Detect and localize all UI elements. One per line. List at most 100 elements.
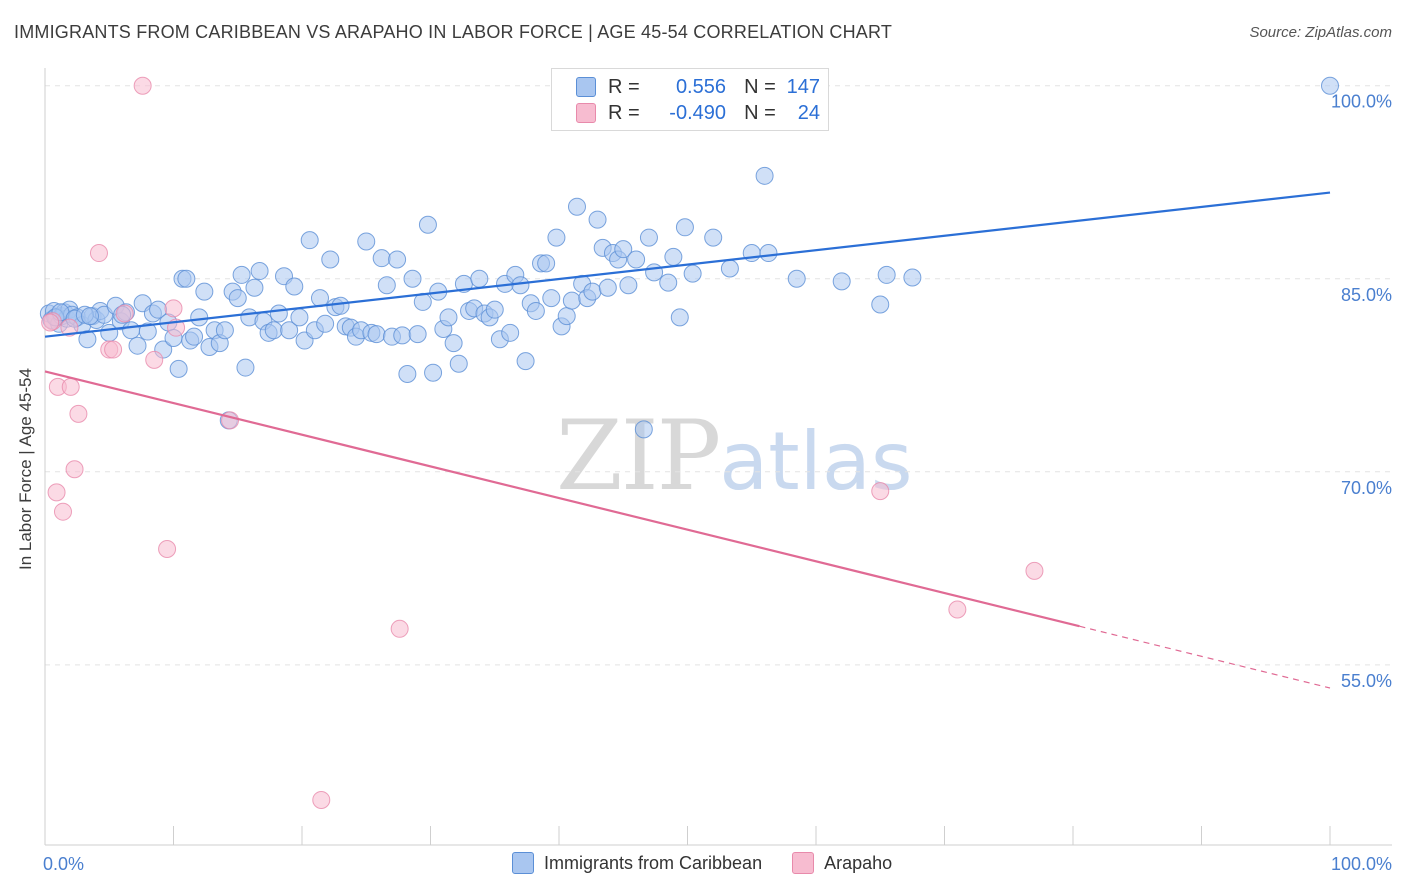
caribbean-point — [169, 359, 188, 378]
tick-labels: 55.0% 70.0% 85.0% 100.0% 0.0% 100.0% — [43, 92, 1392, 874]
caribbean-trend-line — [44, 191, 1331, 338]
y-tick-label: 100.0% — [1331, 92, 1392, 112]
caribbean-point — [645, 263, 664, 282]
caribbean-point — [634, 420, 653, 439]
legend-label: Immigrants from Caribbean — [544, 852, 763, 873]
caribbean-point — [588, 210, 607, 229]
y-axis-label: In Labor Force | Age 45-54 — [16, 368, 35, 570]
caribbean-point — [562, 291, 581, 310]
arapaho-point — [871, 482, 890, 501]
n-value: 147 — [786, 75, 820, 98]
caribbean-point — [236, 358, 255, 377]
n-label: N = — [744, 101, 776, 124]
arapaho-point — [158, 540, 177, 559]
caribbean-point — [444, 334, 463, 353]
arapaho-point — [164, 299, 183, 318]
caribbean-point — [393, 326, 412, 345]
caribbean-point — [245, 278, 264, 297]
caribbean-point — [232, 265, 251, 284]
caribbean-point — [195, 282, 214, 301]
r-label: R = — [608, 75, 640, 98]
caribbean-point — [598, 278, 617, 297]
caribbean-point — [321, 250, 340, 269]
caribbean-point — [755, 166, 774, 185]
caribbean-point — [367, 325, 386, 344]
watermark: ZIPatlas — [556, 400, 913, 512]
legend-label: Arapaho — [824, 852, 893, 873]
caribbean-point — [683, 264, 702, 283]
legend-item-arapaho[interactable]: Arapaho — [792, 852, 892, 874]
caribbean-point — [511, 276, 530, 295]
arapaho-point — [145, 350, 164, 369]
caribbean-point — [619, 276, 638, 295]
arapaho-point — [65, 460, 84, 479]
caribbean-point — [501, 323, 520, 342]
caribbean-point — [664, 247, 683, 266]
caribbean-point — [449, 354, 468, 373]
caribbean-point — [614, 240, 633, 259]
caribbean-point — [80, 307, 99, 326]
caribbean-point — [228, 289, 247, 308]
caribbean-point — [185, 327, 204, 346]
arapaho-point — [390, 619, 409, 638]
caribbean-swatch-icon — [576, 77, 596, 97]
arapaho-swatch-icon — [792, 852, 815, 874]
caribbean-point — [388, 250, 407, 269]
caribbean-point — [871, 295, 890, 314]
x-tick-label: 100.0% — [1331, 854, 1392, 874]
caribbean-point — [704, 228, 723, 247]
arapaho-point — [61, 377, 80, 396]
r-value: 0.556 — [675, 75, 726, 98]
axes — [44, 68, 1392, 846]
arapaho-point — [41, 313, 60, 332]
source-label: Source: ZipAtlas.com — [1249, 24, 1392, 41]
y-tick-label: 70.0% — [1341, 478, 1392, 498]
legend-item-caribbean[interactable]: Immigrants from Caribbean — [512, 852, 762, 874]
trend-lines — [44, 191, 1331, 689]
arapaho-trend-line — [44, 370, 1080, 628]
chart-title: IMMIGRANTS FROM CARIBBEAN VS ARAPAHO IN … — [14, 22, 893, 42]
caribbean-point — [269, 304, 288, 323]
arapaho-point — [69, 404, 88, 423]
caribbean-point — [177, 269, 196, 288]
caribbean-point — [670, 308, 689, 327]
correlation-legend: R = 0.556 N = 147 R = -0.490 N = 24 — [551, 68, 829, 131]
series-arapaho-points — [41, 76, 1044, 809]
caribbean-point — [280, 321, 299, 340]
caribbean-point — [357, 232, 376, 251]
caribbean-point — [316, 314, 335, 333]
arapaho-point — [221, 411, 240, 430]
series-caribbean-points — [39, 76, 1339, 439]
caribbean-point — [439, 308, 458, 327]
caribbean-point — [331, 296, 350, 315]
r-label: R = — [608, 101, 640, 124]
caribbean-point — [567, 197, 586, 216]
caribbean-point — [877, 265, 896, 284]
arapaho-point — [89, 244, 108, 263]
series-legend: Immigrants from Caribbean Arapaho — [512, 852, 922, 874]
caribbean-point — [264, 321, 283, 340]
caribbean-point — [542, 289, 561, 308]
legend-row-arapaho: R = -0.490 N = 24 — [576, 100, 820, 126]
caribbean-point — [759, 244, 778, 263]
y-tick-label: 55.0% — [1341, 671, 1392, 691]
arapaho-point — [133, 76, 152, 95]
caribbean-point — [250, 262, 269, 281]
caribbean-point — [398, 365, 417, 383]
caribbean-point — [720, 259, 739, 278]
caribbean-point — [403, 269, 422, 288]
x-tick-label: 0.0% — [43, 854, 84, 874]
caribbean-point — [659, 273, 678, 292]
arapaho-trend-extension — [1079, 625, 1331, 689]
caribbean-point — [122, 321, 141, 340]
caribbean-point — [787, 269, 806, 288]
caribbean-point — [372, 249, 391, 268]
caribbean-point — [424, 363, 443, 382]
caribbean-point — [138, 322, 157, 341]
n-label: N = — [744, 75, 776, 98]
caribbean-point — [639, 228, 658, 247]
arapaho-point — [60, 318, 79, 337]
caribbean-swatch-icon — [512, 852, 534, 874]
caribbean-point — [526, 301, 545, 320]
